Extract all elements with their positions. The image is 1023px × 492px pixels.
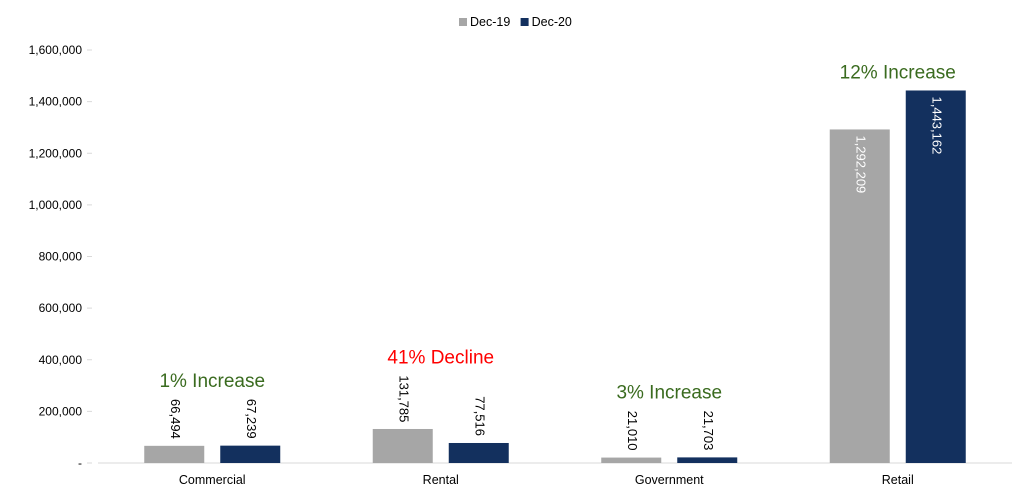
- y-tick-label: 1,000,000: [29, 198, 83, 212]
- data-label: 1,443,162: [929, 96, 944, 154]
- x-tick-label: Rental: [423, 473, 459, 487]
- legend-swatch: [520, 18, 529, 26]
- bar-dec-20-commercial: [220, 445, 281, 463]
- x-axis: Commercial Rental Government Retail: [98, 462, 1012, 487]
- bar-dec-20-rental: [448, 442, 509, 463]
- data-label: 67,239: [244, 399, 259, 439]
- bar-dec-20-retail: [905, 90, 966, 463]
- y-tick-label: 800,000: [39, 250, 83, 264]
- annotation-retail: 12% Increase: [840, 62, 956, 83]
- x-tick-label: Government: [635, 473, 704, 487]
- y-axis: - 200,000 400,000 600,000 800,000 1,000,000 1,…: [29, 43, 92, 470]
- data-label: 66,494: [168, 399, 183, 439]
- y-tick-label: 1,200,000: [29, 146, 83, 160]
- data-label: 131,785: [396, 375, 411, 422]
- data-label: 21,703: [701, 411, 716, 451]
- annotation-government: 3% Increase: [616, 383, 722, 404]
- bar-dec-20-government: [677, 457, 738, 463]
- data-label: 77,516: [472, 396, 487, 436]
- x-tick-label: Commercial: [179, 473, 246, 487]
- bar-dec-19-rental: [372, 428, 433, 463]
- annotation-rental: 41% Decline: [387, 347, 494, 368]
- y-tick-label: 400,000: [39, 353, 83, 367]
- legend-label: Dec-19: [470, 15, 510, 29]
- data-label: 1,292,209: [853, 135, 868, 193]
- y-tick-label: 1,600,000: [29, 43, 83, 57]
- data-label: 21,010: [625, 411, 640, 451]
- y-tick-label: -: [78, 456, 82, 470]
- legend-label: Dec-20: [532, 15, 572, 29]
- annotations: 1% Increase 41% Decline 3% Increase 12% Inc…: [159, 62, 955, 403]
- bars: [144, 90, 966, 463]
- y-tick-label: 200,000: [39, 404, 83, 418]
- bar-dec-19-retail: [829, 129, 890, 463]
- y-tick-label: 600,000: [39, 301, 83, 315]
- x-tick-label: Retail: [882, 473, 914, 487]
- legend-swatch: [459, 18, 467, 26]
- y-tick-label: 1,400,000: [29, 95, 83, 109]
- legend: Dec-19 Dec-20: [459, 15, 572, 29]
- bar-dec-19-government: [601, 457, 662, 463]
- annotation-commercial: 1% Increase: [159, 371, 265, 392]
- data-labels: 66,494 67,239 131,785 77,516 21,010 21,703 1,2…: [168, 96, 945, 450]
- bar-dec-19-commercial: [144, 445, 205, 463]
